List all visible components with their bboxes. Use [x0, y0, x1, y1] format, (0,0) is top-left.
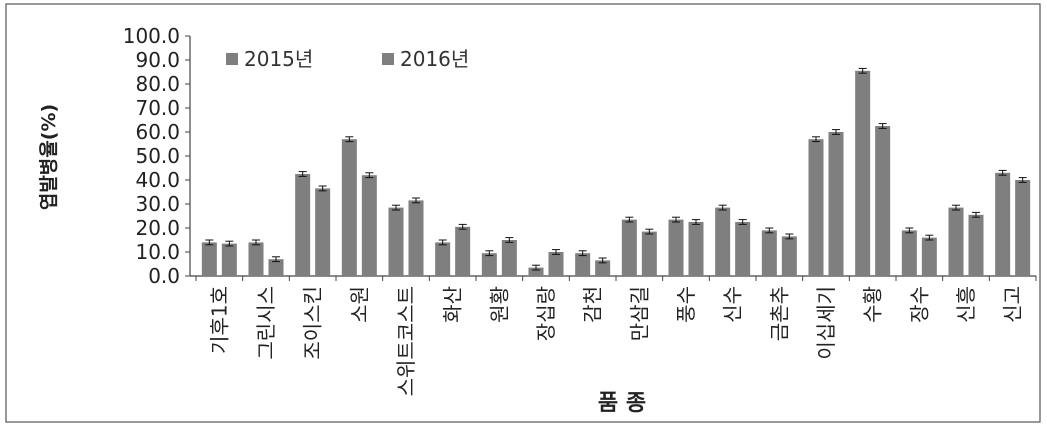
bar-2015년-풍수	[668, 219, 684, 276]
legend-swatch-2015	[226, 53, 238, 65]
bar-2015년-소원	[341, 139, 357, 276]
bar-2016년-감천	[595, 260, 611, 276]
x-tick-label: 만삼길	[627, 286, 651, 341]
y-tick-label: 80.0	[135, 72, 180, 96]
y-tick-label: 20.0	[135, 216, 180, 240]
x-tick-label: 신흥	[954, 286, 978, 323]
x-tick-label: 신수	[721, 286, 745, 323]
bar-2016년-원황	[501, 240, 517, 276]
y-tick-label: 30.0	[135, 192, 180, 216]
bar-2015년-수황	[855, 70, 871, 276]
bar-2016년-소원	[361, 175, 377, 276]
x-tick-label: 풍수	[674, 286, 698, 323]
bar-2015년-원황	[481, 253, 497, 276]
x-tick-label: 기후1호	[207, 286, 231, 354]
bar-2016년-수황	[875, 126, 891, 276]
bar-2015년-조이스킨	[295, 174, 311, 276]
bar-2016년-신흥	[968, 214, 984, 276]
bar-2016년-장수	[921, 237, 937, 276]
y-axis: 0.010.020.030.040.050.060.070.080.090.01…	[123, 24, 191, 288]
x-tick-label: 수황	[861, 286, 885, 323]
bar-2016년-이십세기	[828, 132, 844, 276]
y-axis-title: 엽발병율(%)	[38, 104, 60, 210]
x-tick-label: 원황	[487, 286, 511, 323]
x-tick-label: 스위트코스트	[394, 286, 418, 396]
y-tick-label: 70.0	[135, 96, 180, 120]
x-tick-label: 소원	[347, 286, 371, 323]
bar-2015년-만삼길	[621, 219, 637, 276]
bar-2015년-장십랑	[528, 267, 544, 276]
bar-2016년-신수	[735, 222, 751, 276]
bar-2015년-신수	[715, 207, 731, 276]
bar-2016년-화산	[455, 226, 471, 276]
y-tick-label: 100.0	[123, 24, 180, 48]
bar-2015년-기후1호	[201, 242, 217, 276]
x-tick-labels: 기후1호 그린시스 조이스킨 소원 스위트코스트 화산 원황 장십랑 감천 만삼길 풍수 신수 금촌추 이…	[207, 286, 1024, 396]
bar-2015년-이십세기	[808, 139, 824, 276]
bar-2016년-스위트코스트	[408, 200, 424, 276]
x-tick-label: 감천	[581, 286, 605, 323]
bar-2015년-금촌추	[761, 230, 777, 276]
bar-2016년-만삼길	[641, 231, 657, 276]
x-tick-label: 그린시스	[254, 286, 278, 360]
bar-2016년-기후1호	[221, 243, 237, 276]
x-axis-title: 품 종	[598, 391, 646, 416]
y-tick-label: 10.0	[135, 240, 180, 264]
bar-2015년-그린시스	[248, 242, 264, 276]
bars	[201, 70, 1031, 276]
legend-swatch-2016	[382, 53, 394, 65]
x-tick-label: 금촌추	[767, 286, 791, 341]
bar-2016년-조이스킨	[315, 188, 331, 276]
x-tick-label: 이십세기	[814, 286, 838, 360]
error-bars	[205, 67, 1027, 271]
x-tick-label: 화산	[441, 286, 465, 323]
y-tick-label: 90.0	[135, 48, 180, 72]
x-tick-label: 신고	[1001, 286, 1025, 323]
bar-2016년-풍수	[688, 222, 704, 276]
y-tick-label: 0.0	[148, 264, 180, 288]
bar-2015년-신고	[995, 172, 1011, 276]
legend-label-2015: 2015년	[244, 47, 313, 71]
bar-2016년-신고	[1015, 180, 1031, 276]
bar-2016년-금촌추	[781, 236, 797, 276]
bar-2015년-스위트코스트	[388, 207, 404, 276]
x-axis	[190, 275, 1037, 281]
y-tick-label: 50.0	[135, 144, 180, 168]
x-tick-label: 장십랑	[534, 286, 558, 341]
x-tick-label: 조이스킨	[301, 286, 325, 360]
bar-2016년-그린시스	[268, 259, 284, 276]
bar-2015년-신흥	[948, 207, 964, 276]
legend-label-2016: 2016년	[400, 47, 469, 71]
bar-2015년-장수	[901, 230, 917, 276]
bar-2016년-장십랑	[548, 252, 564, 276]
legend: 2015년 2016년	[226, 47, 469, 71]
bar-2015년-감천	[575, 253, 591, 276]
x-tick-label: 장수	[907, 286, 931, 323]
bar-2015년-화산	[435, 242, 451, 276]
y-tick-label: 40.0	[135, 168, 180, 192]
y-tick-label: 60.0	[135, 120, 180, 144]
